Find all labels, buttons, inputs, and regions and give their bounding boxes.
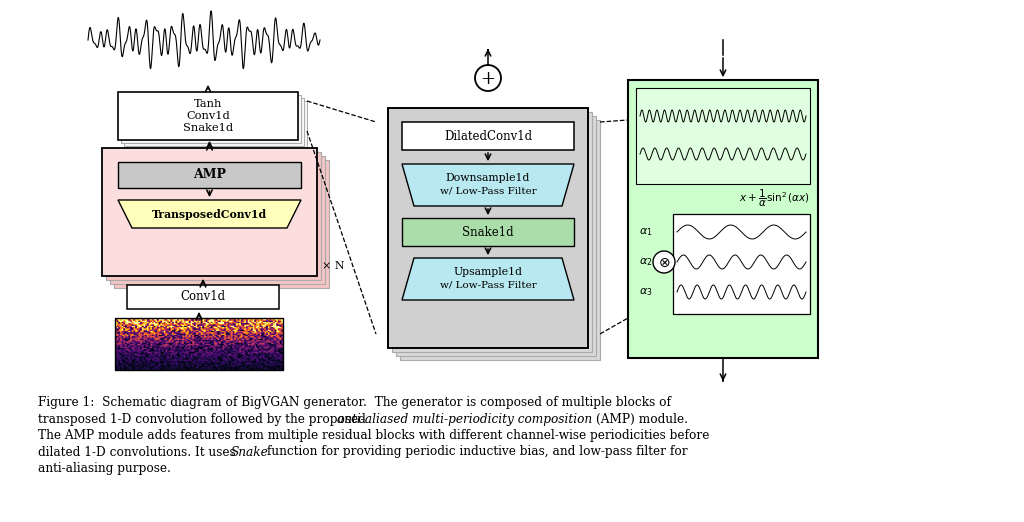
Text: Upsample1d: Upsample1d [454, 267, 522, 277]
Text: Snake: Snake [231, 445, 268, 458]
Bar [400, 120, 600, 360]
Text: transposed 1-D convolution followed by the proposed: transposed 1-D convolution followed by t… [38, 412, 370, 425]
Bar [392, 112, 592, 352]
Bar [110, 156, 325, 284]
Bar [673, 214, 810, 314]
Text: $\otimes$: $\otimes$ [657, 256, 670, 270]
Bar [102, 148, 317, 276]
Bar [118, 92, 298, 140]
Text: Snake1d: Snake1d [462, 226, 514, 239]
Text: anti-aliasing purpose.: anti-aliasing purpose. [38, 462, 171, 475]
Text: Snake1d: Snake1d [183, 123, 233, 133]
Text: $\alpha_3$: $\alpha_3$ [639, 286, 652, 298]
Text: Figure 1:  Schematic diagram of BigVGAN generator.  The generator is composed of: Figure 1: Schematic diagram of BigVGAN g… [38, 396, 671, 409]
Text: Conv1d: Conv1d [186, 111, 229, 121]
Bar [628, 80, 818, 358]
Text: anti-aliased multi-periodicity composition: anti-aliased multi-periodicity compositi… [337, 412, 592, 425]
Text: $x + \dfrac{1}{\alpha}\sin^2(\alpha x)$: $x + \dfrac{1}{\alpha}\sin^2(\alpha x)$ [739, 187, 810, 209]
Bar [106, 152, 321, 280]
Bar [121, 95, 301, 143]
Text: w/ Low-Pass Filter: w/ Low-Pass Filter [439, 186, 537, 196]
Polygon shape [402, 164, 574, 206]
Text: DilatedConv1d: DilatedConv1d [444, 129, 532, 143]
Bar [396, 116, 596, 356]
Text: Conv1d: Conv1d [180, 291, 225, 303]
Bar [402, 218, 574, 246]
Text: function for providing periodic inductive bias, and low-pass filter for: function for providing periodic inductiv… [263, 445, 688, 458]
Text: The AMP module adds features from multiple residual blocks with different channe: The AMP module adds features from multip… [38, 429, 710, 442]
Text: +: + [480, 70, 496, 88]
Circle shape [475, 65, 501, 91]
Text: Downsample1d: Downsample1d [445, 173, 530, 183]
Bar [388, 108, 588, 348]
Polygon shape [402, 258, 574, 300]
Text: $\alpha_1$: $\alpha_1$ [639, 226, 652, 238]
Text: w/ Low-Pass Filter: w/ Low-Pass Filter [439, 280, 537, 290]
Text: Tanh: Tanh [194, 99, 222, 109]
Bar [127, 101, 307, 149]
Circle shape [653, 251, 675, 273]
Bar [636, 88, 810, 184]
Text: $\alpha_2$: $\alpha_2$ [639, 256, 652, 268]
Text: (AMP) module.: (AMP) module. [592, 412, 688, 425]
Text: dilated 1-D convolutions. It uses: dilated 1-D convolutions. It uses [38, 445, 240, 458]
Bar [115, 318, 283, 370]
Bar [118, 162, 301, 188]
Bar [402, 122, 574, 150]
Text: × N: × N [322, 261, 345, 271]
Polygon shape [118, 200, 301, 228]
Bar [114, 160, 329, 288]
Text: AMP: AMP [193, 169, 226, 182]
Text: TransposedConv1d: TransposedConv1d [152, 208, 267, 219]
Bar [124, 98, 304, 146]
Bar [127, 285, 279, 309]
